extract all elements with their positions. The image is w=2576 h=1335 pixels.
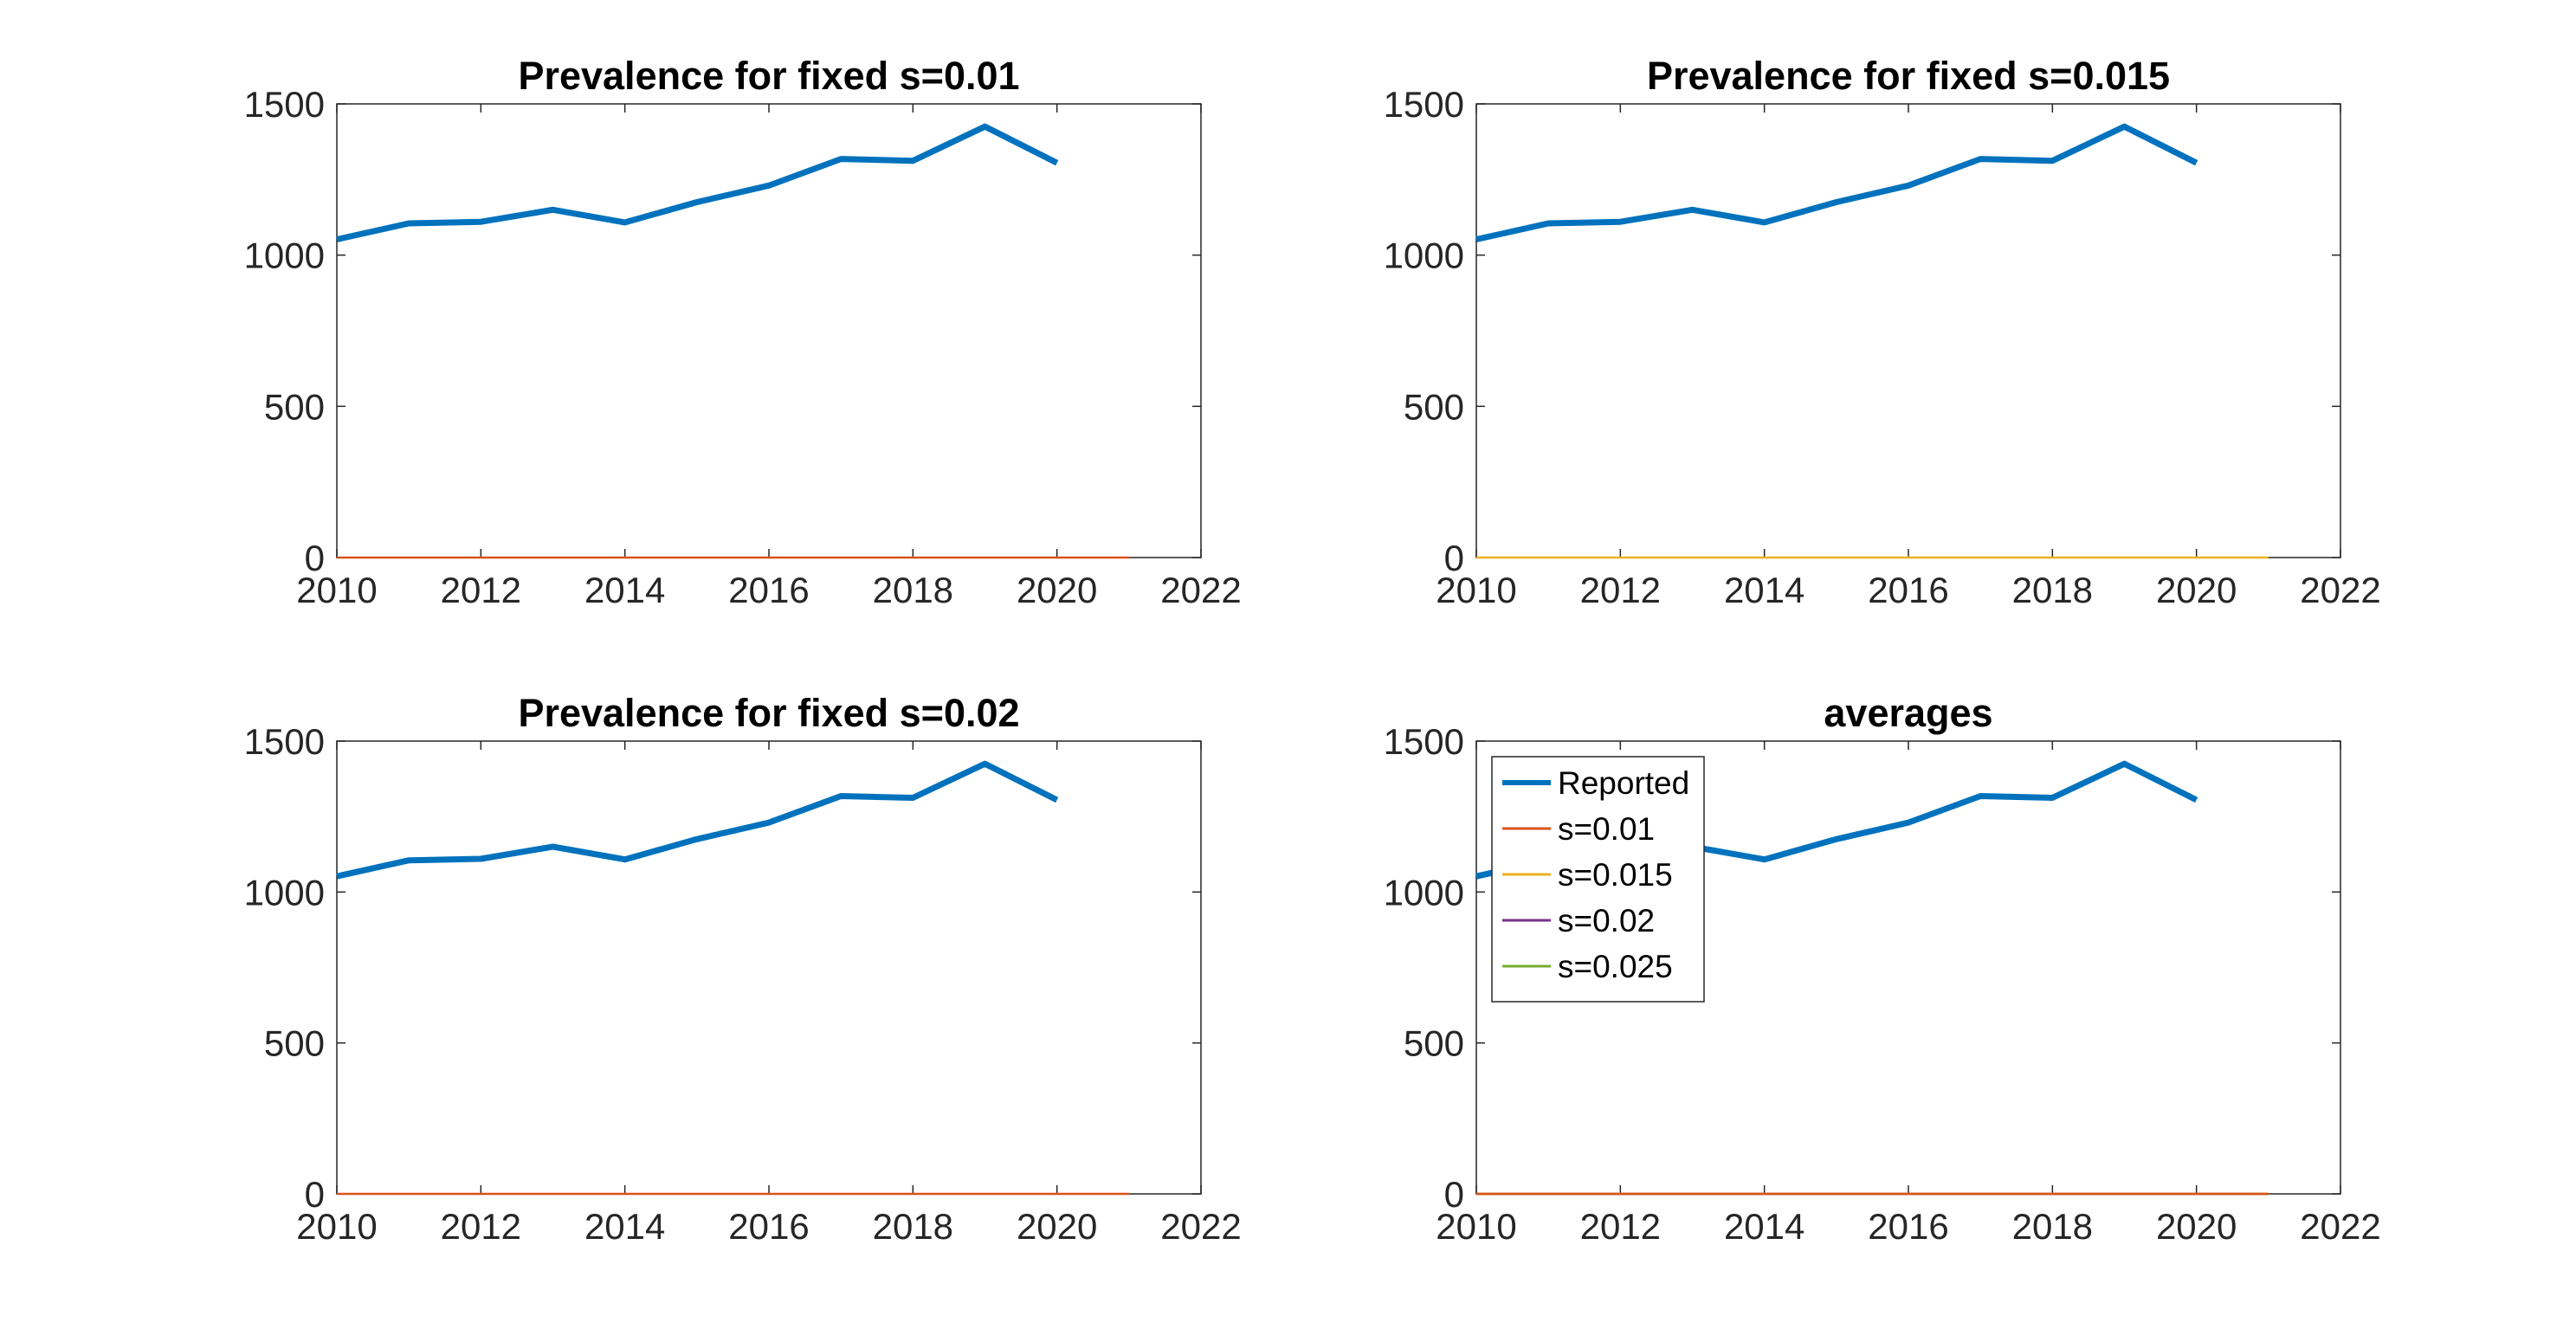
y-tick-label: 0 <box>1444 1174 1464 1215</box>
x-tick-label: 2016 <box>728 1206 809 1247</box>
x-tick-label: 2012 <box>1580 570 1661 610</box>
x-tick-label: 2020 <box>2156 570 2237 610</box>
series-line-0 <box>336 760 1059 880</box>
x-tick-label: 2022 <box>1160 1206 1241 1247</box>
axes-box <box>336 740 1202 1195</box>
y-tick-label: 0 <box>305 538 325 578</box>
y-tick-label: 1000 <box>244 872 325 913</box>
legend: Reported s=0.01 s=0.015 s=0.02 s=0.025 <box>1491 756 1705 1003</box>
legend-box <box>1491 756 1705 1003</box>
plot-title: averages <box>1824 691 1992 735</box>
series-line-0 <box>1475 123 2198 242</box>
x-tick-label: 2020 <box>1017 570 1097 610</box>
x-tick-label: 2022 <box>1160 570 1241 610</box>
y-tick-label: 1500 <box>244 84 325 125</box>
y-tick-label: 0 <box>305 1174 325 1215</box>
x-tick-label: 2016 <box>1868 1206 1948 1247</box>
x-tick-label: 2014 <box>1724 570 1804 610</box>
x-tick-label: 2012 <box>1580 1206 1661 1247</box>
x-tick-label: 2022 <box>2300 1206 2380 1247</box>
x-tick-label: 2010 <box>296 1206 377 1247</box>
x-tick-label: 2010 <box>1436 570 1516 610</box>
subplot-averages: averages 2010 2012 2014 2016 2018 2020 2022 0 50… <box>1384 691 2381 1247</box>
x-tick-label: 2014 <box>1724 1206 1804 1247</box>
y-tick-label: 1500 <box>1384 84 1464 125</box>
legend-label: s=0.015 <box>1558 857 1673 893</box>
y-tick-label: 1500 <box>1384 721 1464 762</box>
y-tick-label: 1000 <box>1384 235 1464 276</box>
legend-label: s=0.02 <box>1558 903 1655 938</box>
x-tick-label: 2020 <box>1017 1206 1097 1247</box>
x-tick-label: 2018 <box>873 1206 953 1247</box>
legend-label: s=0.01 <box>1558 811 1655 847</box>
y-tick-label: 1000 <box>244 235 325 276</box>
axes-box <box>1475 103 2341 558</box>
x-tick-label: 2014 <box>584 570 665 610</box>
y-tick-label: 1500 <box>244 721 325 762</box>
y-tick-label: 0 <box>1444 538 1464 578</box>
series-line-0 <box>336 123 1059 242</box>
x-tick-label: 2016 <box>728 570 809 610</box>
x-tick-label: 2012 <box>441 1206 521 1247</box>
x-tick-label: 2022 <box>2300 570 2380 610</box>
x-tick-label: 2012 <box>441 570 521 610</box>
plot-title: Prevalence for fixed s=0.01 <box>518 54 1019 98</box>
y-tick-label: 500 <box>264 386 325 427</box>
subplot-prevalence-s-0-015: Prevalence for fixed s=0.015 2010 2012 201… <box>1384 54 2381 610</box>
x-tick-label: 2010 <box>296 570 377 610</box>
y-tick-label: 500 <box>1404 386 1464 427</box>
legend-label: s=0.025 <box>1558 949 1673 984</box>
x-tick-label: 2016 <box>1868 570 1948 610</box>
plot-title: Prevalence for fixed s=0.02 <box>518 691 1019 735</box>
x-tick-label: 2020 <box>2156 1206 2237 1247</box>
y-tick-label: 500 <box>264 1023 325 1064</box>
legend-label: Reported <box>1558 765 1689 801</box>
subplot-prevalence-s-0-01: Prevalence for fixed s=0.01 2010 2012 2014… <box>244 54 1242 610</box>
x-tick-label: 2014 <box>584 1206 665 1247</box>
x-tick-label: 2010 <box>1436 1206 1516 1247</box>
x-tick-label: 2018 <box>2012 570 2093 610</box>
plot-title: Prevalence for fixed s=0.015 <box>1647 54 2170 98</box>
x-tick-label: 2018 <box>2012 1206 2093 1247</box>
x-tick-label: 2018 <box>873 570 953 610</box>
y-tick-label: 1000 <box>1384 872 1464 913</box>
y-tick-label: 500 <box>1404 1023 1464 1064</box>
axes-box <box>336 103 1202 558</box>
subplot-prevalence-s-0-02: Prevalence for fixed s=0.02 2010 2012 2014… <box>244 691 1242 1247</box>
